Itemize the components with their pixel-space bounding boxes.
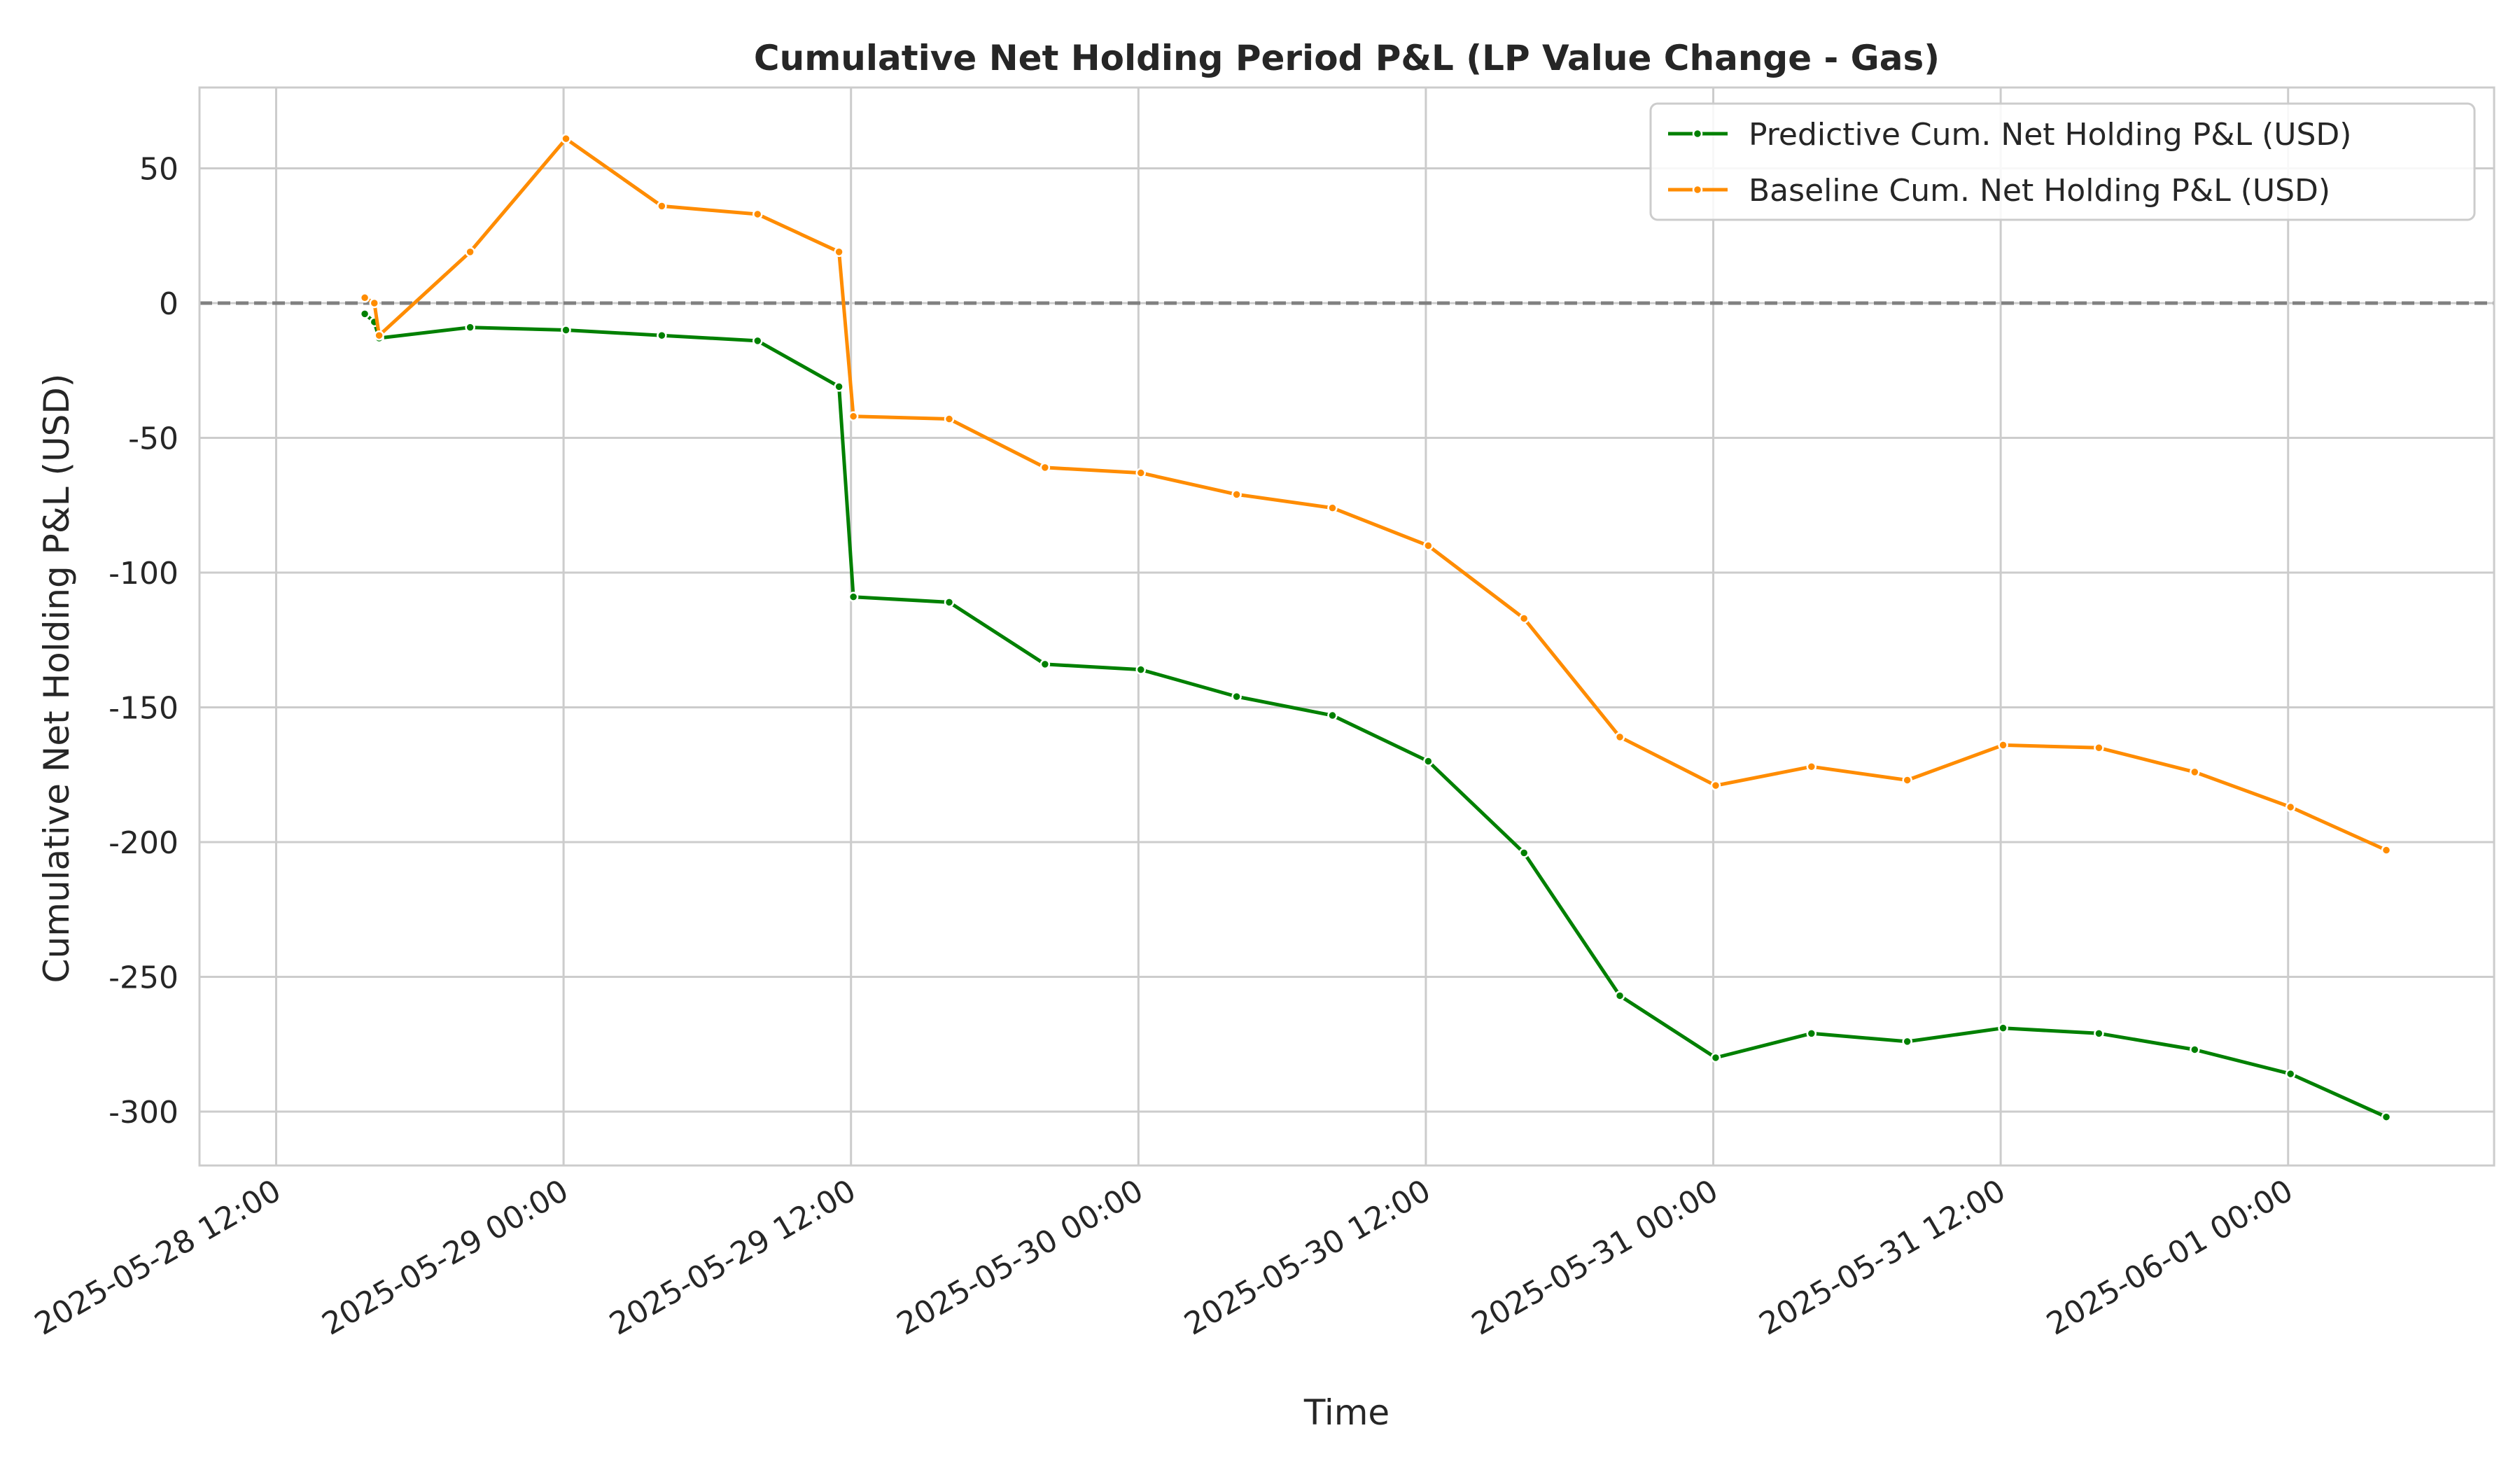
data-point bbox=[1614, 732, 1625, 743]
chart-title: Cumulative Net Holding Period P&L (LP Va… bbox=[754, 38, 1940, 78]
data-point bbox=[752, 209, 763, 220]
y-tick-label: -150 bbox=[108, 691, 178, 727]
data-point bbox=[2094, 1028, 2104, 1039]
data-point bbox=[1806, 1028, 1817, 1039]
legend-box bbox=[1649, 102, 2476, 221]
legend-item: Baseline Cum. Net Holding P&L (USD) bbox=[1668, 173, 2330, 209]
y-tick-label: -300 bbox=[108, 1095, 178, 1130]
data-point bbox=[1902, 775, 1912, 785]
data-point bbox=[2285, 1068, 2296, 1079]
y-tick-label: 50 bbox=[139, 152, 178, 188]
y-tick-label: -50 bbox=[128, 421, 178, 457]
data-point bbox=[1518, 613, 1530, 624]
data-point bbox=[1135, 468, 1146, 478]
legend-marker bbox=[1692, 184, 1703, 195]
data-point bbox=[2381, 845, 2392, 855]
data-point bbox=[657, 330, 667, 341]
data-point bbox=[369, 298, 380, 309]
data-point bbox=[1231, 489, 1242, 500]
data-point bbox=[1327, 503, 1338, 513]
data-point bbox=[1902, 1036, 1912, 1047]
data-point bbox=[1231, 691, 1242, 702]
data-point bbox=[1998, 1023, 2008, 1033]
y-tick-label: -100 bbox=[108, 556, 178, 592]
data-point bbox=[848, 592, 859, 602]
x-axis-label: Time bbox=[1303, 1392, 1390, 1433]
data-point bbox=[834, 382, 844, 392]
y-tick-label: -200 bbox=[108, 825, 178, 861]
y-tick-label: -250 bbox=[108, 960, 178, 996]
y-axis-label: Cumulative Net Holding P&L (USD) bbox=[36, 374, 77, 983]
legend-marker bbox=[1692, 128, 1703, 139]
data-point bbox=[1040, 659, 1051, 670]
data-point bbox=[359, 309, 370, 319]
data-point bbox=[1518, 848, 1530, 858]
data-point bbox=[374, 330, 384, 341]
series-1 bbox=[359, 133, 2392, 855]
data-point bbox=[1806, 761, 1817, 772]
y-axis-ticks: 50 0 -50 -100 -150 -200 -250 -300 bbox=[108, 152, 178, 1131]
data-point bbox=[2094, 743, 2104, 753]
data-point bbox=[359, 293, 370, 303]
data-point bbox=[657, 201, 667, 211]
y-tick-label: 0 bbox=[159, 286, 178, 322]
data-point bbox=[561, 325, 571, 335]
data-point bbox=[1614, 990, 1625, 1001]
data-point bbox=[1423, 756, 1434, 766]
data-point bbox=[2285, 802, 2296, 813]
legend-label: Predictive Cum. Net Holding P&L (USD) bbox=[1749, 117, 2351, 153]
legend-label: Baseline Cum. Net Holding P&L (USD) bbox=[1749, 173, 2330, 209]
legend-item: Predictive Cum. Net Holding P&L (USD) bbox=[1668, 117, 2351, 153]
data-point bbox=[1998, 740, 2008, 750]
data-point bbox=[561, 133, 571, 144]
data-point bbox=[1710, 1052, 1721, 1063]
data-point bbox=[1423, 540, 1434, 551]
series-layer bbox=[359, 133, 2392, 1122]
legend: Predictive Cum. Net Holding P&L (USD) Bas… bbox=[1649, 102, 2476, 221]
data-point bbox=[944, 414, 955, 424]
data-point bbox=[834, 246, 844, 258]
data-point bbox=[848, 411, 859, 421]
data-point bbox=[2190, 766, 2200, 778]
data-point bbox=[465, 246, 475, 258]
data-point bbox=[465, 322, 475, 332]
data-point bbox=[1040, 462, 1051, 473]
plot-frame bbox=[198, 86, 2496, 1167]
data-point bbox=[1710, 780, 1721, 791]
series-0 bbox=[359, 309, 2392, 1122]
data-point bbox=[2190, 1044, 2200, 1055]
data-point bbox=[1327, 710, 1338, 721]
data-point bbox=[752, 335, 763, 346]
data-point bbox=[944, 597, 955, 608]
data-point bbox=[2381, 1112, 2392, 1122]
data-point bbox=[1135, 664, 1146, 675]
